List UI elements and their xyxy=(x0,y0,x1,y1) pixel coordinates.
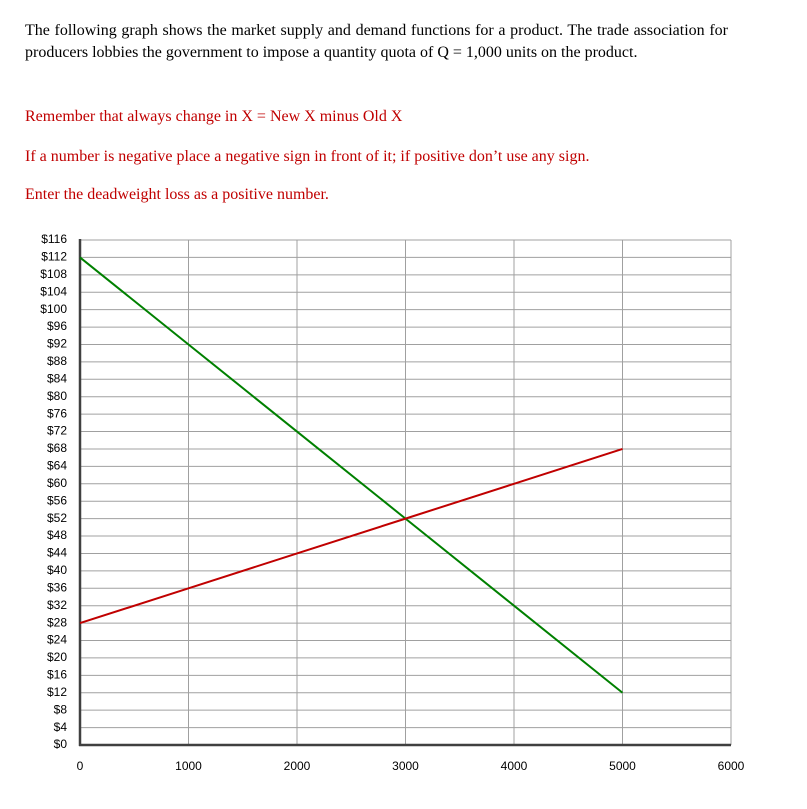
y-tick-label: $48 xyxy=(47,528,67,542)
y-tick-label: $4 xyxy=(54,720,68,734)
x-tick-label: 2000 xyxy=(284,759,311,773)
note: If a number is negative place a negative… xyxy=(25,148,590,165)
y-tick-label: $60 xyxy=(47,476,67,490)
y-tick-label: $80 xyxy=(47,389,67,403)
y-tick-label: $16 xyxy=(47,668,67,682)
y-tick-label: $112 xyxy=(41,250,67,264)
x-tick-label: 0 xyxy=(77,759,84,773)
y-tick-label: $28 xyxy=(47,615,67,629)
x-tick-label: 3000 xyxy=(392,759,419,773)
line xyxy=(79,448,623,625)
y-tick-label: $72 xyxy=(47,424,67,438)
y-tick-label: $0 xyxy=(54,737,68,751)
y-tick-label: $108 xyxy=(40,267,67,281)
y-tick-label: $116 xyxy=(41,232,67,246)
y-tick-label: $100 xyxy=(40,302,67,316)
x-tick-label: 6000 xyxy=(718,759,745,773)
y-tick-label: $104 xyxy=(40,284,67,298)
y-tick-label: $84 xyxy=(47,371,67,385)
y-tick-label: $40 xyxy=(47,563,67,577)
y-tick-label: $24 xyxy=(47,633,67,647)
y-tick-label: $36 xyxy=(47,580,67,594)
y-tick-label: $20 xyxy=(47,650,67,664)
note: Enter the deadweight loss as a positive … xyxy=(25,186,329,203)
x-tick-label: 5000 xyxy=(609,759,636,773)
y-tick-label: $76 xyxy=(47,406,67,420)
y-tick-label: $96 xyxy=(47,319,67,333)
y-tick-label: $52 xyxy=(47,511,67,525)
line xyxy=(79,256,624,694)
x-tick-label: 1000 xyxy=(175,759,202,773)
y-tick-label: $56 xyxy=(47,493,67,507)
y-tick-label: $68 xyxy=(47,441,67,455)
y-tick-label: $8 xyxy=(54,702,68,716)
y-tick-label: $12 xyxy=(47,685,67,699)
intro-paragraph: The following graph shows the market sup… xyxy=(25,22,728,61)
y-tick-label: $88 xyxy=(47,354,67,368)
y-tick-label: $92 xyxy=(47,337,67,351)
y-tick-label: $64 xyxy=(47,459,67,473)
y-tick-label: $44 xyxy=(47,546,67,560)
note: Remember that always change in X = New X… xyxy=(25,108,403,125)
y-tick-label: $32 xyxy=(47,598,67,612)
x-tick-label: 4000 xyxy=(501,759,528,773)
